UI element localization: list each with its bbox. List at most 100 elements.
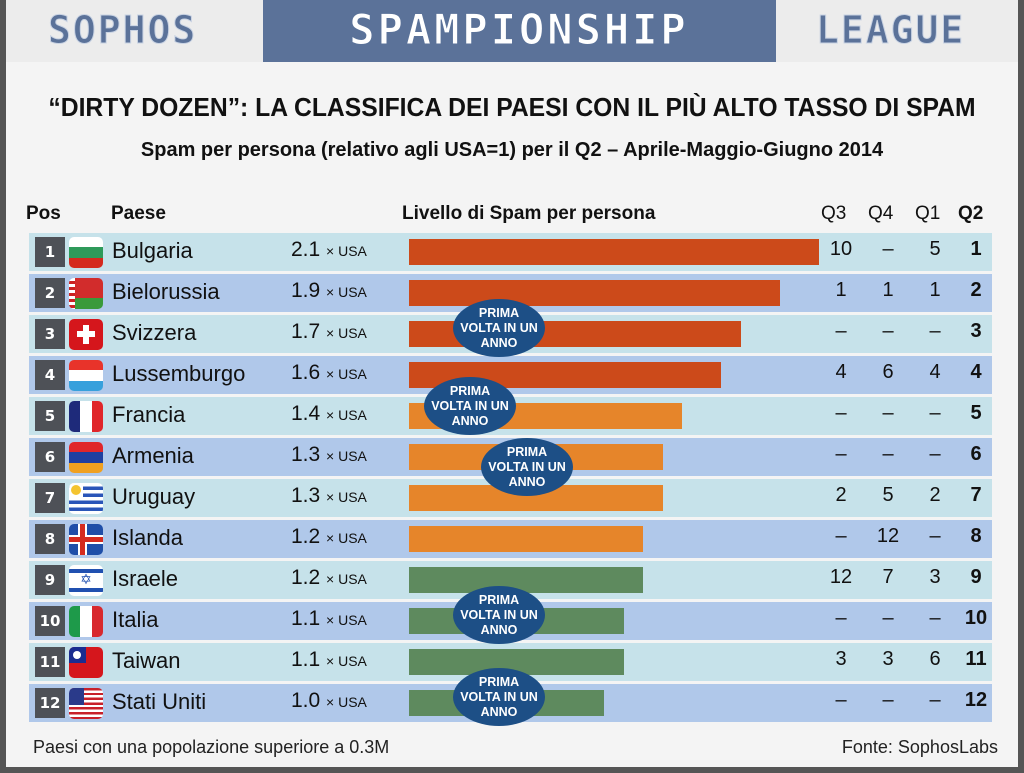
first-time-in-a-year-badge: PRIMA VOLTA IN UN ANNO: [424, 377, 516, 435]
country-name: Italia: [112, 607, 159, 632]
flag-icon: [69, 442, 103, 473]
country-name: Lussemburgo: [112, 361, 246, 386]
rank-q4: –: [882, 607, 894, 629]
banner-league: LEAGUE: [815, 8, 966, 53]
table-row: 8 Islanda 1.2 × USA – 12 – 8: [29, 520, 992, 558]
rank-q2: 4: [970, 361, 982, 383]
flag-icon: [69, 483, 103, 514]
country-name: Svizzera: [112, 320, 197, 345]
header-q2: Q2: [958, 203, 984, 224]
rank-badge: 2: [35, 278, 65, 308]
rank-q4: –: [882, 402, 894, 424]
rank-q2: 1: [970, 238, 982, 260]
table-row: 12 Stati Uniti 1.0 × USA – – – 12: [29, 684, 992, 722]
rank-badge: 12: [35, 688, 65, 718]
rank-q4: 6: [882, 361, 894, 383]
first-time-in-a-year-badge: PRIMA VOLTA IN UN ANNO: [453, 586, 545, 644]
spam-multiplier: 1.6 × USA: [291, 361, 367, 384]
rank-q3: 1: [835, 279, 847, 301]
rank-q3: –: [835, 443, 847, 465]
spam-bar: [409, 567, 643, 593]
spam-multiplier: 1.2 × USA: [291, 525, 367, 548]
rank-q1: 5: [929, 238, 941, 260]
rank-q4: 1: [882, 279, 894, 301]
rank-q1: –: [929, 443, 941, 465]
header-q3: Q3: [821, 203, 847, 224]
spam-bar: [409, 526, 643, 552]
rank-badge: 10: [35, 606, 65, 636]
rank-q1: 2: [929, 484, 941, 506]
rank-q1: 3: [929, 566, 941, 588]
rank-q1: 6: [929, 648, 941, 670]
country-name: Armenia: [112, 443, 194, 468]
chart-title: “DIRTY DOZEN”: LA CLASSIFICA DEI PAESI C…: [48, 92, 976, 122]
rank-q2: 7: [970, 484, 982, 506]
rank-q1: –: [929, 320, 941, 342]
rank-q2: 5: [970, 402, 982, 424]
spam-multiplier: 1.9 × USA: [291, 279, 367, 302]
rank-q3: 10: [829, 238, 853, 260]
rank-q2: 2: [970, 279, 982, 301]
spam-bar: [409, 280, 780, 306]
flag-icon: [69, 237, 103, 268]
flag-icon: [69, 524, 103, 555]
rank-badge: 6: [35, 442, 65, 472]
rank-q4: 5: [882, 484, 894, 506]
first-time-in-a-year-badge: PRIMA VOLTA IN UN ANNO: [481, 438, 573, 496]
banner-center-panel: [263, 0, 776, 62]
first-time-in-a-year-badge: PRIMA VOLTA IN UN ANNO: [453, 299, 545, 357]
country-name: Stati Uniti: [112, 689, 207, 714]
flag-icon: [69, 360, 103, 391]
country-name: Israele: [112, 566, 179, 591]
footer-source: Fonte: SophosLabs: [841, 737, 998, 757]
rank-q3: 12: [829, 566, 853, 588]
rank-q4: –: [882, 443, 894, 465]
rank-badge: 5: [35, 401, 65, 431]
rank-q4: 7: [882, 566, 894, 588]
spam-multiplier: 1.4 × USA: [291, 402, 367, 425]
banner: SOPHOS SPAMPIONSHIP LEAGUE: [6, 0, 1018, 62]
rank-q4: 12: [876, 525, 900, 547]
spam-multiplier: 1.7 × USA: [291, 320, 367, 343]
flag-icon: [69, 647, 103, 678]
rank-badge: 7: [35, 483, 65, 513]
header-country: Paese: [111, 203, 166, 224]
rank-q2: 9: [970, 566, 982, 588]
flag-icon: ✡: [69, 565, 103, 596]
rank-q3: –: [835, 689, 847, 711]
banner-spampionship: SPAMPIONSHIP: [349, 5, 689, 54]
rank-badge: 9: [35, 565, 65, 595]
header-level: Livello di Spam per persona: [402, 203, 656, 224]
flag-icon: [69, 688, 103, 719]
spam-multiplier: 1.3 × USA: [291, 484, 367, 507]
banner-sophos: SOPHOS: [47, 8, 198, 53]
spam-multiplier: 1.2 × USA: [291, 566, 367, 589]
flag-icon: [69, 278, 103, 309]
chart-subtitle: Spam per persona (relativo agli USA=1) p…: [140, 139, 884, 161]
header-q1: Q1: [915, 203, 941, 224]
footer-note: Paesi con una popolazione superiore a 0.…: [33, 737, 390, 757]
rank-q4: 3: [882, 648, 894, 670]
rank-q4: –: [882, 689, 894, 711]
rank-badge: 1: [35, 237, 65, 267]
first-time-in-a-year-badge: PRIMA VOLTA IN UN ANNO: [453, 668, 545, 726]
country-name: Taiwan: [112, 648, 181, 673]
rank-q1: –: [929, 525, 941, 547]
country-name: Uruguay: [112, 484, 196, 509]
header-q4: Q4: [868, 203, 894, 224]
spam-multiplier: 1.0 × USA: [291, 689, 367, 712]
rank-q1: –: [929, 689, 941, 711]
rank-badge: 11: [35, 647, 65, 677]
rank-q3: 4: [835, 361, 847, 383]
rank-q3: 2: [835, 484, 847, 506]
rank-q3: 3: [835, 648, 847, 670]
rank-q1: 4: [929, 361, 941, 383]
rank-q3: –: [835, 402, 847, 424]
rank-q2: 3: [970, 320, 982, 342]
rank-q4: –: [882, 238, 894, 260]
rank-q3: –: [835, 525, 847, 547]
spam-multiplier: 1.1 × USA: [291, 607, 367, 630]
rank-q2: 8: [970, 525, 982, 547]
header-pos: Pos: [26, 203, 61, 224]
country-name: Bulgaria: [112, 238, 193, 263]
